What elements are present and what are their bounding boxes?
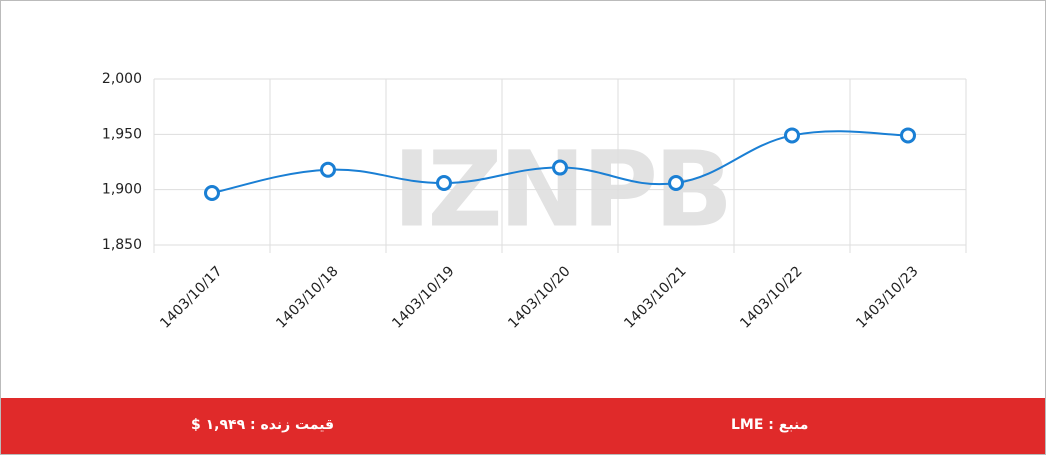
- y-tick-label: 2,000: [102, 71, 142, 87]
- y-tick-label: 1,950: [102, 126, 142, 142]
- point: [436, 175, 452, 192]
- footer-bar: قیمت زنده : ۱,۹۴۹ $ منبع : LME: [1, 398, 1045, 454]
- x-tick-label: 1403/10/22: [737, 263, 805, 331]
- point: [900, 127, 916, 144]
- y-tick-label: 1,900: [102, 182, 142, 198]
- x-tick-label: 1403/10/19: [389, 263, 457, 331]
- x-tick-label: 1403/10/21: [621, 263, 689, 331]
- chart: IZNPB 1,8501,9001,9502,0001403/10/171403…: [102, 71, 967, 332]
- point: [552, 159, 568, 176]
- point: [204, 184, 220, 201]
- point: [784, 127, 800, 144]
- x-tick-label: 1403/10/18: [273, 263, 341, 331]
- source: منبع : LME: [731, 417, 809, 433]
- point: [668, 175, 684, 192]
- x-tick-label: 1403/10/23: [853, 263, 921, 331]
- x-tick-label: 1403/10/20: [505, 263, 573, 331]
- y-tick-label: 1,850: [102, 237, 142, 253]
- live-price: قیمت زنده : ۱,۹۴۹ $: [191, 417, 335, 433]
- x-tick-label: 1403/10/17: [157, 263, 225, 331]
- point: [320, 161, 336, 178]
